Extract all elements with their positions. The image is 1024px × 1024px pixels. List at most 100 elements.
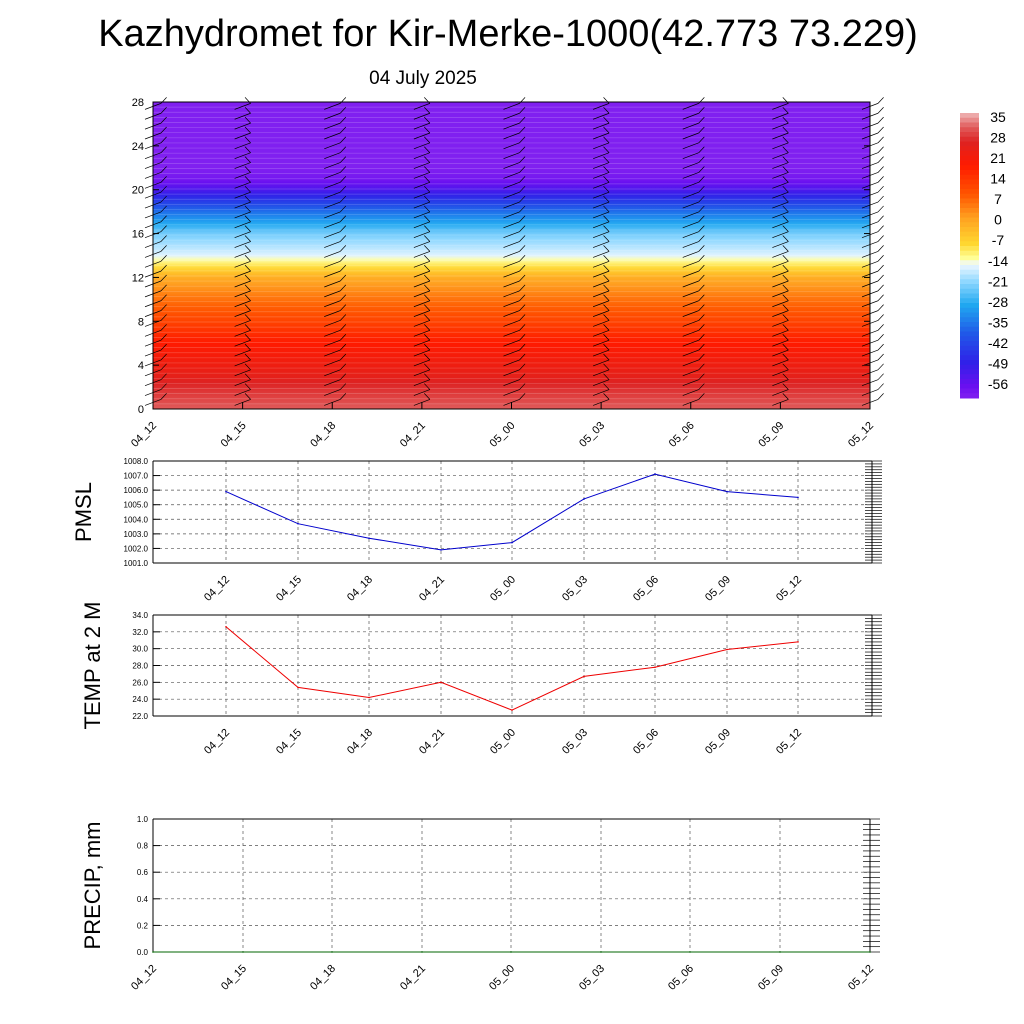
wind-barb-flag — [424, 156, 431, 163]
wind-barb-flag — [603, 264, 610, 272]
colorbar-label: -35 — [988, 314, 1008, 330]
x-tick-label: 05_12 — [774, 727, 804, 757]
wind-barb-flag — [782, 176, 789, 183]
wind-barb — [413, 389, 430, 396]
wind-barb-flag — [244, 107, 251, 114]
heatmap-field — [153, 102, 870, 409]
x-tick-label: 04_15 — [274, 574, 304, 604]
wind-barb-flag — [519, 363, 526, 371]
x-tick-label: 04_21 — [417, 727, 447, 757]
wind-barb-flag — [160, 215, 167, 223]
wind-barb-flag — [782, 116, 789, 124]
wind-barb-flag — [782, 314, 789, 321]
wind-barb-flag — [698, 333, 705, 341]
wind-barb — [503, 379, 520, 387]
wind-barb — [413, 211, 430, 219]
colorbar-swatch — [960, 255, 979, 261]
wind-barb — [413, 152, 430, 160]
wind-barb — [324, 349, 341, 357]
wind-barb — [503, 349, 520, 357]
wind-barb-flag — [244, 373, 251, 380]
wind-barb-flag — [603, 274, 610, 282]
wind-barb-flag — [877, 176, 884, 183]
wind-barb — [772, 152, 789, 160]
wind-barb-flag — [603, 146, 610, 153]
wind-barb-flag — [519, 185, 526, 193]
x-tick-label: 05_09 — [703, 574, 733, 604]
wind-barb-flag — [877, 235, 884, 242]
pmsl-point — [583, 498, 585, 500]
wind-barb-flag — [519, 324, 526, 331]
wind-barb-flag — [244, 166, 251, 173]
wind-barb — [772, 320, 789, 327]
temp-point — [511, 709, 513, 711]
wind-barb — [503, 290, 520, 298]
wind-barb — [503, 172, 520, 179]
wind-barb — [682, 221, 699, 229]
wind-barb — [234, 270, 251, 278]
wind-barb — [234, 201, 251, 209]
wind-barb-flag — [424, 294, 431, 301]
wind-barb-flag — [424, 225, 431, 232]
wind-barb — [682, 251, 699, 258]
colorbar-label: -21 — [988, 273, 1008, 289]
precip-panel: 0.0 0.2 0.4 0.6 0.8 1.0 04_12 04_15 04_18 04_21 05… — [80, 815, 880, 993]
colorbar-swatch — [960, 198, 979, 204]
colorbar-swatch — [960, 193, 979, 199]
wind-barb — [413, 349, 430, 357]
wind-barb-flag — [782, 156, 789, 163]
wind-barb-flag — [519, 274, 526, 282]
wind-barb-flag — [424, 146, 431, 153]
wind-barb-flag — [877, 294, 884, 301]
wind-barb-flag — [160, 363, 167, 371]
wind-barb-flag — [603, 215, 610, 223]
wind-barb — [324, 251, 341, 258]
wind-barb-flag — [603, 116, 610, 124]
wind-barb-flag — [698, 166, 705, 173]
wind-barb-flag — [603, 373, 610, 380]
wind-barb — [234, 310, 251, 317]
wind-barb — [503, 231, 520, 238]
wind-barb-flag — [244, 245, 251, 252]
wind-barb — [772, 201, 789, 209]
colorbar-swatch — [960, 113, 979, 119]
wind-barb-flag — [519, 225, 526, 232]
wind-barb-flag — [339, 136, 347, 144]
wind-barb — [413, 310, 430, 317]
colorbar: 35 28 21 14 7 0 -7 -14 -21 -28 -35 -42 -49 -56 — [960, 109, 1008, 399]
wind-barb — [593, 241, 610, 248]
wind-barb-flag — [603, 304, 610, 311]
temp-point — [726, 648, 728, 651]
wind-barb — [772, 122, 789, 130]
temp-point — [225, 626, 227, 628]
wind-barb — [682, 142, 699, 150]
wind-barb — [503, 260, 520, 268]
wind-barb — [234, 152, 251, 160]
wind-barb — [593, 122, 610, 130]
wind-barb-flag — [782, 343, 789, 351]
wind-barb — [682, 103, 699, 110]
wind-barb — [324, 191, 341, 199]
pmsl-panel: 1001.0 1002.0 1003.0 1004.0 1005.0 1006.0 1007… — [71, 457, 882, 604]
colorbar-label: 35 — [990, 109, 1006, 125]
precip-point — [152, 951, 154, 953]
wind-barb-flag — [424, 107, 431, 114]
wind-barb-flag — [603, 383, 610, 390]
wind-barb — [593, 320, 610, 327]
wind-barb-flag — [877, 245, 884, 252]
wind-barb — [413, 359, 430, 367]
wind-barb — [593, 221, 610, 229]
wind-barb — [772, 369, 789, 377]
wind-barb — [682, 379, 699, 387]
colorbar-swatch — [960, 360, 979, 366]
wind-barb — [324, 310, 341, 317]
wind-barb-flag — [603, 284, 610, 292]
wind-barb-flag — [698, 383, 705, 390]
wind-barb-flag — [244, 156, 251, 163]
colorbar-swatch — [960, 369, 979, 375]
wind-barb-flag — [424, 176, 431, 183]
colorbar-swatch — [960, 132, 979, 138]
x-tick-label: 05_12 — [846, 420, 876, 450]
colorbar-swatch — [960, 303, 979, 309]
wind-barb-flag — [160, 107, 167, 114]
